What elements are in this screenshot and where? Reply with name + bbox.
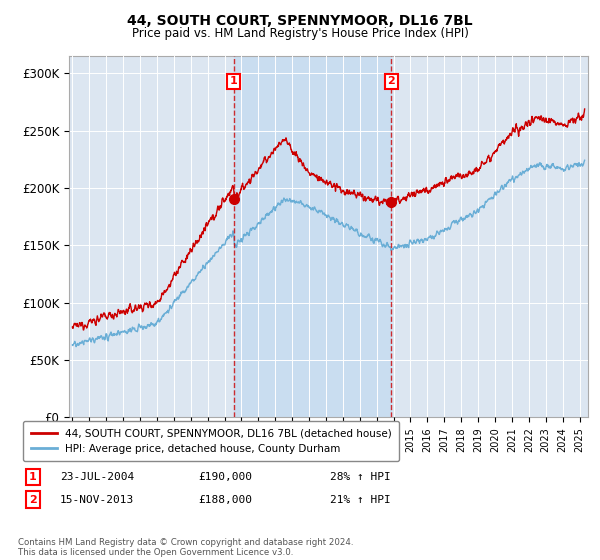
Bar (234, 56, 391, 417)
Text: 23-JUL-2004: 23-JUL-2004 (60, 472, 134, 482)
Text: 21% ↑ HPI: 21% ↑ HPI (330, 494, 391, 505)
Text: £190,000: £190,000 (198, 472, 252, 482)
Text: Contains HM Land Registry data © Crown copyright and database right 2024.
This d: Contains HM Land Registry data © Crown c… (18, 538, 353, 557)
Text: 44, SOUTH COURT, SPENNYMOOR, DL16 7BL: 44, SOUTH COURT, SPENNYMOOR, DL16 7BL (127, 14, 473, 28)
Text: 15-NOV-2013: 15-NOV-2013 (60, 494, 134, 505)
Text: 1: 1 (230, 76, 238, 86)
Text: 28% ↑ HPI: 28% ↑ HPI (330, 472, 391, 482)
Legend: 44, SOUTH COURT, SPENNYMOOR, DL16 7BL (detached house), HPI: Average price, deta: 44, SOUTH COURT, SPENNYMOOR, DL16 7BL (d… (23, 421, 399, 461)
Text: Price paid vs. HM Land Registry's House Price Index (HPI): Price paid vs. HM Land Registry's House … (131, 27, 469, 40)
Text: 2: 2 (388, 76, 395, 86)
Text: 2: 2 (29, 494, 37, 505)
Text: £188,000: £188,000 (198, 494, 252, 505)
Text: 1: 1 (29, 472, 37, 482)
